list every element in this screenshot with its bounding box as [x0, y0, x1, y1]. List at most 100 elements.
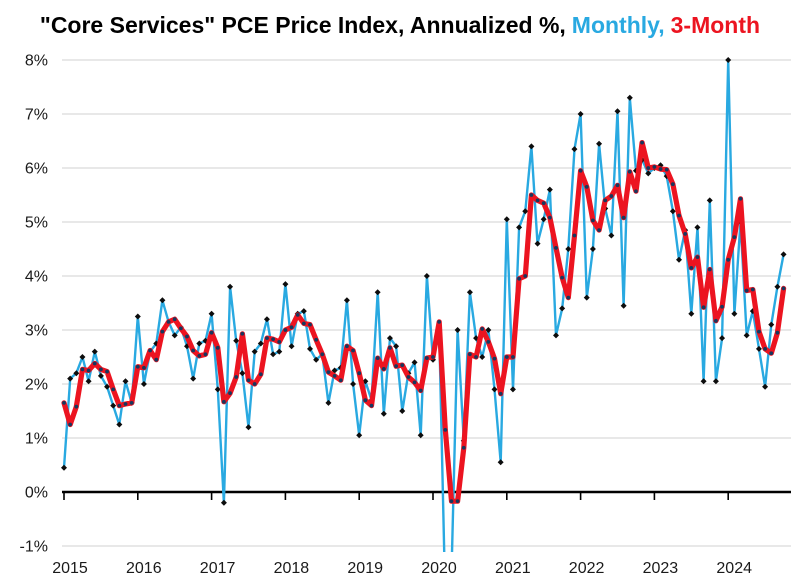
three-month-point-marker [111, 387, 116, 392]
three-month-point-marker [695, 255, 700, 259]
monthly-point-marker [171, 332, 178, 339]
three-month-point-marker [105, 369, 109, 374]
monthly-point-marker [417, 432, 424, 439]
monthly-point-marker [257, 340, 264, 347]
three-month-point-marker [357, 371, 362, 376]
monthly-point-marker [251, 348, 258, 355]
three-month-point-marker [326, 370, 331, 375]
three-month-point-marker [677, 213, 681, 218]
monthly-point-marker [768, 321, 775, 328]
three-month-point-marker [720, 304, 724, 309]
three-month-point-marker [498, 391, 503, 396]
monthly-point-marker [356, 432, 363, 439]
three-month-point-marker [135, 364, 140, 369]
three-month-point-marker [86, 368, 91, 373]
monthly-point-marker [393, 343, 400, 350]
three-month-point-marker [634, 189, 638, 194]
three-month-point-marker [468, 352, 472, 357]
three-month-point-marker [172, 317, 177, 322]
monthly-point-marker [762, 383, 769, 390]
three-month-point-marker [474, 355, 478, 359]
monthly-point-marker [190, 375, 197, 382]
monthly-point-marker [282, 281, 289, 288]
three-month-point-marker [744, 288, 749, 293]
x-axis-label-2015: 2015 [52, 560, 88, 577]
monthly-point-marker [454, 327, 461, 333]
three-month-point-marker [455, 499, 460, 504]
plot-area: 8% 7% 6% 5% 4% 3% 2% 1% 0% -1%2015 2016 2017 2018 201… [20, 53, 791, 577]
three-month-point-marker [486, 339, 491, 344]
monthly-point-marker [546, 186, 553, 193]
monthly-point-marker [134, 313, 141, 320]
three-month-point-marker [511, 355, 515, 359]
three-month-point-marker [603, 198, 608, 203]
three-month-point-marker [584, 185, 589, 189]
monthly-point-marker [774, 283, 781, 290]
three-month-point-marker [277, 339, 282, 344]
three-month-point-marker [320, 352, 325, 357]
x-axis-label-2016: 2016 [126, 560, 162, 577]
monthly-point-marker [497, 459, 504, 466]
three-month-point-marker [781, 286, 786, 291]
three-month-point-marker [301, 321, 306, 326]
y-axis-label-3%: 3% [25, 323, 48, 340]
three-month-point-marker [289, 325, 294, 330]
monthly-point-marker [479, 354, 486, 360]
three-month-point-marker [240, 331, 245, 336]
three-month-point-marker [271, 337, 275, 342]
three-month-point-marker [142, 365, 146, 370]
monthly-point-marker [553, 332, 559, 339]
series-group [61, 57, 787, 552]
y-axis-label-2%: 2% [25, 377, 48, 394]
three-month-point-marker [627, 169, 632, 174]
three-month-point-marker [258, 372, 263, 377]
title-monthly-legend: Monthly, [572, 12, 665, 38]
monthly-point-marker [67, 375, 74, 382]
three-month-point-marker [252, 382, 257, 386]
monthly-point-marker [614, 108, 621, 115]
three-month-point-marker [443, 428, 448, 432]
monthly-point-marker [577, 111, 584, 117]
chart-title: "Core Services" PCE Price Index, Annuali… [40, 12, 760, 38]
three-month-point-marker [394, 364, 398, 369]
three-month-point-marker [369, 403, 374, 408]
monthly-point-marker [700, 378, 707, 385]
three-month-point-marker [351, 348, 355, 353]
monthly-point-marker [263, 316, 270, 323]
three-month-point-marker [621, 215, 626, 220]
three-month-point-marker [640, 140, 644, 145]
monthly-point-marker [227, 283, 234, 290]
three-month-point-marker [295, 312, 300, 317]
three-month-point-marker [529, 193, 534, 197]
three-month-point-marker [265, 336, 269, 340]
monthly-point-marker [220, 499, 227, 506]
three-month-point-marker [406, 375, 411, 379]
three-month-point-marker [701, 305, 706, 310]
monthly-point-marker [596, 140, 603, 147]
y-axis-label--1%: -1% [20, 539, 48, 556]
three-month-point-marker [726, 257, 731, 262]
three-month-point-marker [234, 375, 239, 379]
three-month-point-marker [99, 367, 103, 372]
three-month-point-marker [517, 276, 521, 281]
three-month-point-marker [92, 361, 97, 366]
monthly-point-marker [626, 94, 633, 101]
three-month-point-marker [388, 345, 392, 350]
y-axis-label-5%: 5% [25, 215, 48, 232]
monthly-point-marker [380, 410, 387, 417]
three-month-point-marker [597, 228, 601, 233]
three-month-point-marker [714, 318, 718, 323]
monthly-point-marker [91, 348, 98, 355]
monthly-point-marker [85, 378, 92, 385]
three-month-point-marker [560, 275, 565, 280]
three-month-point-marker [246, 378, 251, 383]
monthly-point-marker [386, 335, 393, 342]
three-month-point-marker [338, 378, 343, 383]
three-month-point-marker [62, 401, 66, 405]
three-month-point-marker [763, 347, 767, 351]
monthly-point-marker [73, 370, 80, 377]
three-month-point-marker [461, 445, 466, 450]
three-month-point-marker [769, 351, 774, 356]
three-month-point-marker [74, 404, 79, 409]
